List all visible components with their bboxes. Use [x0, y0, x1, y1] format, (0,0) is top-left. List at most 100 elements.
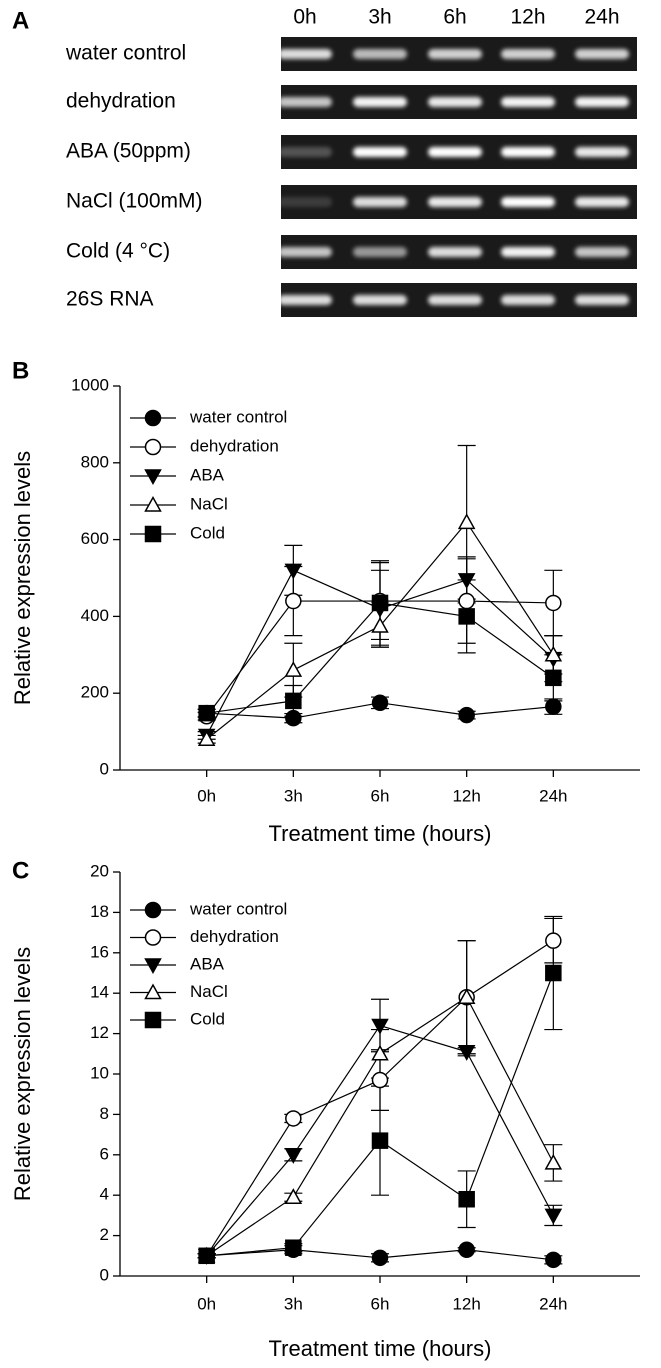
marker: [198, 1247, 215, 1265]
marker: [371, 1132, 389, 1149]
legend-label: ABA: [190, 954, 225, 973]
marker: [371, 1044, 389, 1061]
x-tick-label: 6h: [371, 1294, 390, 1313]
marker: [545, 964, 562, 982]
x-tick-label: 24h: [539, 786, 567, 805]
legend-label: dehydration: [190, 927, 279, 946]
y-tick-label: 14: [90, 983, 109, 1002]
x-tick-label: 3h: [284, 786, 303, 805]
y-axis-title: Relative expression levels: [10, 451, 35, 705]
marker: [545, 669, 562, 687]
marker: [371, 1071, 389, 1089]
panel-label: C: [12, 857, 29, 884]
row-label: dehydration: [66, 90, 176, 113]
gel-band: [278, 197, 332, 207]
gel-band: [575, 247, 629, 257]
gel-band: [501, 197, 555, 207]
lane-label: 3h: [368, 6, 391, 29]
marker: [544, 1208, 563, 1225]
marker: [285, 592, 302, 610]
gel-band: [501, 247, 555, 257]
marker: [457, 513, 476, 530]
legend-label: NaCl: [190, 982, 228, 1001]
gel-band: [428, 147, 482, 157]
marker: [458, 1190, 475, 1208]
gel-band: [428, 197, 482, 207]
gel-band: [428, 295, 482, 305]
y-tick-label: 600: [81, 529, 109, 548]
row-label: water control: [65, 42, 186, 65]
gel-band: [501, 147, 555, 157]
gel-band: [501, 295, 555, 305]
marker: [545, 594, 562, 612]
y-tick-label: 10: [90, 1063, 109, 1082]
legend-marker: [144, 409, 162, 427]
legend-label: dehydration: [190, 436, 279, 455]
gel-band: [428, 97, 482, 107]
x-tick-label: 24h: [539, 1294, 567, 1313]
gel-band: [278, 97, 332, 107]
legend-marker: [144, 495, 162, 512]
legend-marker: [144, 958, 162, 975]
marker: [544, 1153, 563, 1170]
gel-band: [575, 49, 629, 59]
legend-marker: [144, 901, 162, 919]
x-axis-title: Treatment time (hours): [269, 1336, 492, 1361]
y-tick-label: 1000: [71, 375, 109, 394]
marker: [545, 698, 562, 715]
gel-band: [575, 295, 629, 305]
panel-label: B: [12, 357, 29, 384]
y-tick-label: 12: [90, 1023, 109, 1042]
marker: [285, 1110, 302, 1127]
gel-band: [575, 97, 629, 107]
marker: [544, 645, 563, 662]
gel-band: [501, 97, 555, 107]
marker: [284, 563, 303, 580]
gel-band: [428, 247, 482, 257]
x-tick-label: 0h: [197, 1294, 216, 1313]
legend-label: NaCl: [190, 494, 228, 513]
gel-band: [353, 247, 407, 257]
row-label: ABA (50ppm): [66, 140, 191, 163]
marker: [284, 1188, 303, 1204]
lane-label: 24h: [584, 6, 619, 29]
y-tick-label: 18: [90, 902, 109, 921]
legend-label: ABA: [190, 465, 225, 484]
gel-band: [575, 197, 629, 207]
gel-band: [278, 247, 332, 257]
marker: [458, 608, 475, 625]
x-tick-label: 3h: [284, 1294, 303, 1313]
lane-label: 0h: [293, 6, 316, 29]
gel-band: [353, 49, 407, 59]
legend-marker: [144, 983, 162, 1000]
legend-marker: [144, 438, 162, 456]
gel-band: [353, 295, 407, 305]
legend-marker: [144, 929, 162, 946]
marker: [458, 706, 475, 724]
x-tick-label: 12h: [452, 786, 480, 805]
row-label: NaCl (100mM): [66, 190, 203, 213]
legend-marker: [144, 525, 162, 543]
marker: [198, 704, 215, 722]
x-axis-title: Treatment time (hours): [269, 821, 492, 846]
lane-label: 6h: [443, 6, 466, 29]
gel-band: [575, 147, 629, 157]
gel-band: [501, 49, 555, 59]
gel-band: [278, 295, 332, 305]
marker: [371, 616, 389, 633]
gel-band: [353, 97, 407, 107]
y-tick-label: 800: [81, 452, 109, 471]
gel-band: [353, 197, 407, 207]
marker: [545, 932, 562, 949]
marker: [285, 709, 302, 727]
lane-label: 12h: [510, 6, 545, 29]
y-tick-label: 8: [100, 1104, 109, 1123]
marker: [457, 1045, 476, 1061]
x-tick-label: 12h: [452, 1294, 480, 1313]
marker: [197, 730, 216, 747]
gel-band: [278, 49, 332, 59]
legend-label: Cold: [190, 1009, 225, 1028]
marker: [457, 573, 476, 589]
marker: [371, 694, 389, 712]
